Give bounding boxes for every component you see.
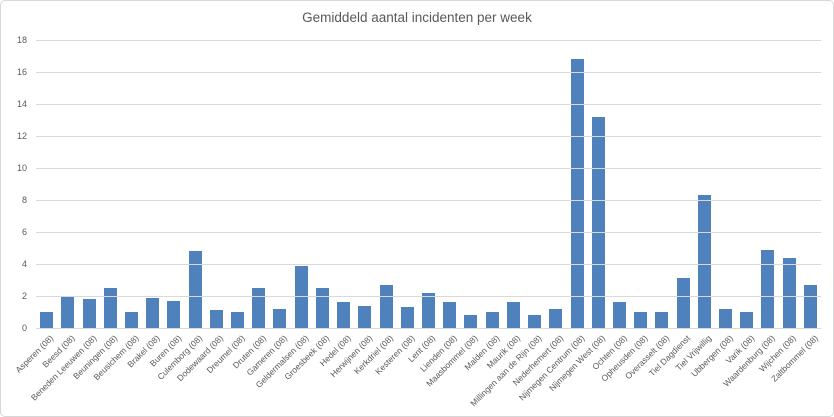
gridline	[36, 39, 821, 41]
gridline	[36, 199, 821, 201]
y-tick-label: 6	[21, 227, 27, 237]
bar	[231, 312, 245, 328]
gridline	[36, 231, 821, 233]
y-tick-label: 18	[16, 35, 27, 45]
bar	[740, 312, 754, 328]
bar	[612, 302, 626, 328]
bar	[273, 308, 287, 328]
y-tick-label: 0	[21, 323, 27, 333]
y-tick-label: 4	[21, 259, 27, 269]
gridline	[36, 327, 821, 329]
y-tick-label: 16	[16, 67, 27, 77]
bar	[676, 278, 690, 328]
bar	[719, 308, 733, 328]
bar	[358, 305, 372, 328]
y-tick-label: 2	[21, 291, 27, 301]
bar	[506, 302, 520, 328]
bar	[570, 59, 584, 328]
bar	[379, 284, 393, 328]
bar	[103, 288, 117, 328]
y-tick-label: 14	[16, 99, 27, 109]
bar	[697, 195, 711, 328]
gridline	[36, 263, 821, 265]
bar	[146, 297, 160, 328]
bar	[443, 302, 457, 328]
bar	[655, 312, 669, 328]
bar	[803, 284, 817, 328]
y-tick-label: 8	[21, 195, 27, 205]
gridline	[36, 295, 821, 297]
bar	[591, 116, 605, 328]
bar	[485, 312, 499, 328]
bar	[61, 296, 75, 328]
bar	[294, 265, 308, 328]
y-tick-label: 10	[16, 163, 27, 173]
gridline	[36, 167, 821, 169]
gridline	[36, 71, 821, 73]
bar	[761, 249, 775, 328]
bar	[528, 315, 542, 328]
bar	[634, 312, 648, 328]
y-tick-label: 12	[16, 131, 27, 141]
bar	[82, 299, 96, 328]
gridline	[36, 135, 821, 137]
gridline	[36, 103, 821, 105]
bar	[209, 310, 223, 328]
bar	[400, 307, 414, 328]
bar	[422, 292, 435, 328]
chart-title: Gemiddeld aantal incidenten per week	[302, 10, 532, 25]
bar	[252, 288, 266, 328]
bar	[782, 257, 796, 328]
bar	[188, 251, 202, 328]
bar	[464, 315, 478, 328]
bar	[124, 312, 138, 328]
bar	[315, 288, 329, 328]
bar	[337, 302, 351, 328]
bar	[549, 308, 563, 328]
bar	[167, 300, 181, 328]
bar	[40, 312, 54, 328]
